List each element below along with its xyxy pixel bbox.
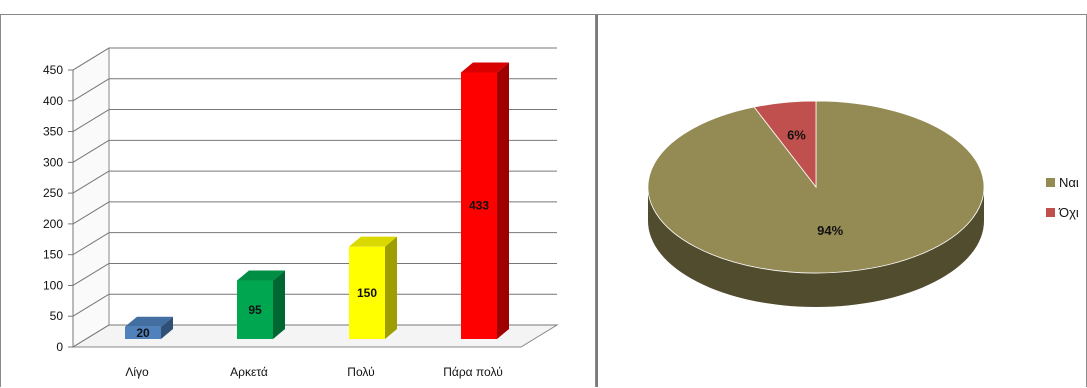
bar-top (237, 270, 285, 281)
y-tick-label: 50 (50, 309, 64, 323)
bar-side (273, 270, 285, 339)
x-tick-label: Πολύ (347, 365, 374, 379)
bar (461, 72, 497, 339)
pie-percent-label: 94% (817, 223, 843, 238)
gridline-depth (72, 263, 110, 286)
bar (237, 280, 273, 339)
bar-side (385, 236, 397, 339)
bar-chart-panel: 0 50 100 150 200 250 300 350 400 450 20 Λίγο 95 Αρκετ… (0, 14, 596, 387)
gridline-depth (72, 324, 110, 348)
bar-value-label: 20 (136, 326, 150, 340)
legend-swatch (1046, 178, 1055, 187)
pie-percent-label: 6% (787, 128, 806, 143)
x-tick-label: Πάρα πολύ (443, 365, 503, 379)
gridline-depth (72, 139, 110, 163)
y-tick-label: 300 (43, 155, 63, 169)
pie-chart: 94% 6% Ναι Όχι (647, 100, 1079, 307)
bar-side (161, 316, 173, 339)
gridline-depth (72, 170, 110, 194)
bar (349, 246, 385, 339)
gridline-depth (72, 293, 110, 317)
pie-slice (753, 100, 817, 189)
y-tick-label: 450 (43, 63, 63, 77)
pie-side (648, 187, 984, 307)
y-tick-label: 400 (43, 94, 63, 108)
bar-top (461, 62, 509, 73)
y-tick-label: 350 (43, 125, 63, 139)
y-tick-label: 250 (43, 186, 63, 200)
bar-value-label: 150 (357, 286, 377, 300)
bar-chart: 0 50 100 150 200 250 300 350 400 450 20 Λίγο 95 Αρκετ… (43, 47, 559, 379)
bar-top (125, 316, 173, 327)
gridline-depth (72, 232, 110, 256)
gridline-depth (72, 78, 110, 102)
gridline-depth (72, 109, 110, 132)
y-tick-label: 0 (56, 340, 63, 354)
bar-side (497, 62, 509, 339)
gridline-depth (72, 47, 110, 71)
bar-value-label: 95 (248, 303, 262, 317)
pie-chart-panel: 94% 6% Ναι Όχι (596, 14, 1087, 387)
y-tick-label: 200 (43, 217, 63, 231)
bar (125, 326, 161, 339)
y-tick-label: 100 (43, 278, 63, 292)
y-tick-label: 150 (43, 248, 63, 262)
bar-value-label: 433 (469, 199, 489, 213)
legend-label: Όχι (1058, 205, 1079, 220)
x-tick-label: Αρκετά (230, 365, 268, 379)
x-tick-label: Λίγο (125, 365, 149, 379)
legend-label: Ναι (1059, 175, 1079, 190)
gridline-depth (72, 201, 110, 225)
legend-swatch (1046, 208, 1055, 217)
side-wall (72, 47, 110, 348)
bar-top (349, 236, 397, 247)
